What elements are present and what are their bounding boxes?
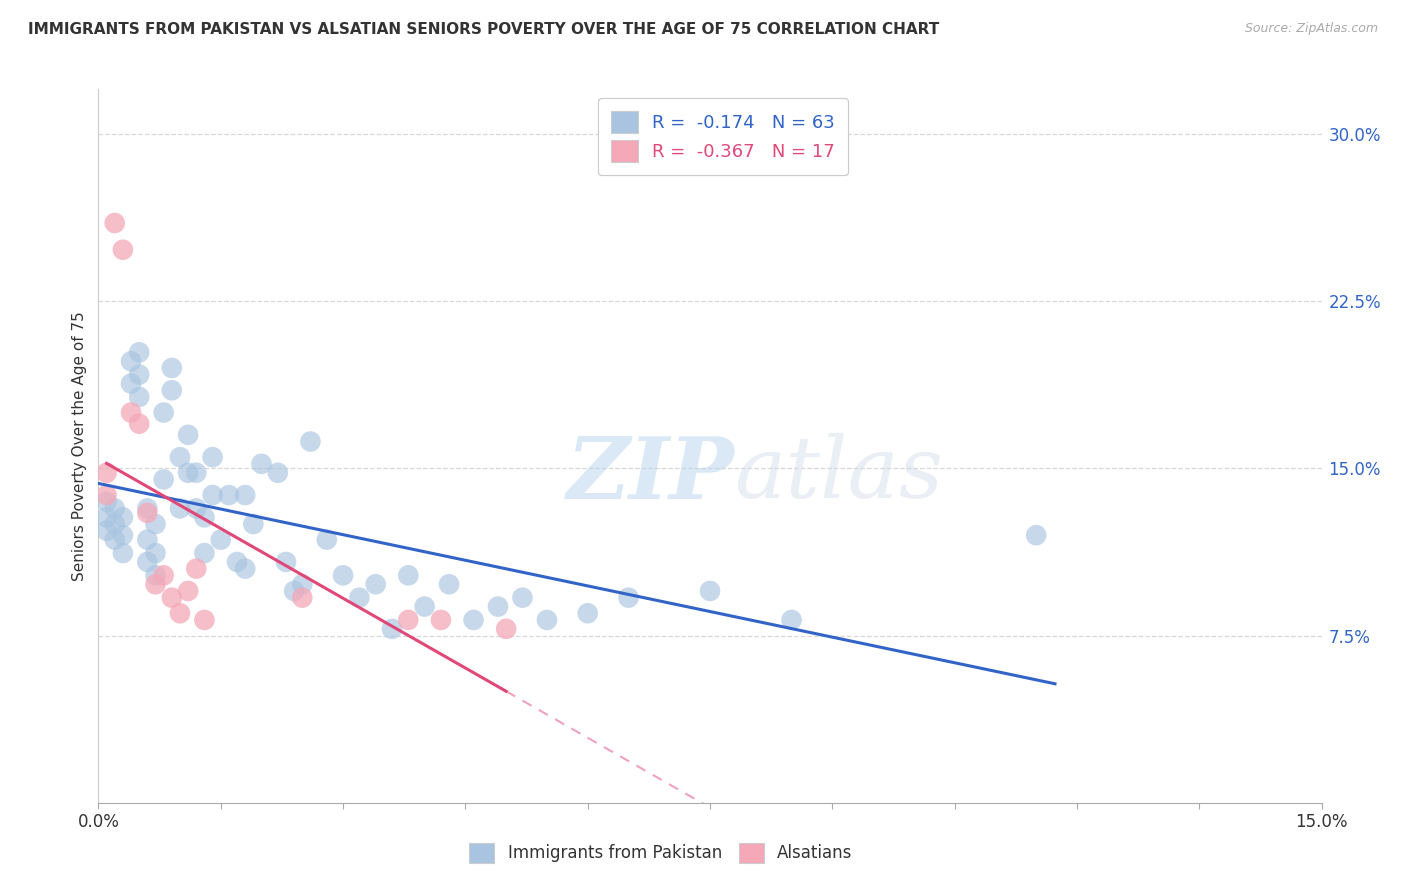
Point [193,546,215,560]
Point [152,473,174,487]
Point [120,405,142,420]
Point [169,450,191,465]
Text: Source: ZipAtlas.com: Source: ZipAtlas.com [1244,22,1378,36]
Point [169,501,191,516]
Point [699,583,721,598]
Point [332,568,354,582]
Point [145,568,167,582]
Point [111,243,134,257]
Text: atlas: atlas [734,434,943,516]
Point [136,555,159,569]
Point [267,466,290,480]
Point [96,466,118,480]
Point [233,488,256,502]
Point [209,533,232,547]
Point [177,427,200,442]
Point [152,405,174,420]
Point [486,599,509,614]
Point [186,466,208,480]
Point [193,510,215,524]
Point [177,583,200,598]
Point [413,599,436,614]
Point [437,577,460,591]
Point [104,216,127,230]
Y-axis label: Seniors Poverty Over the Age of 75: Seniors Poverty Over the Age of 75 [72,311,87,581]
Legend: Immigrants from Pakistan, Alsatians: Immigrants from Pakistan, Alsatians [458,831,863,875]
Point [136,501,159,516]
Point [160,591,183,605]
Point [96,510,118,524]
Point [96,488,118,502]
Point [1025,528,1047,542]
Point [315,533,337,547]
Point [136,506,159,520]
Legend: R =  -0.174   N = 63, R =  -0.367   N = 17: R = -0.174 N = 63, R = -0.367 N = 17 [598,98,848,175]
Point [226,555,249,569]
Point [145,546,167,560]
Point [381,622,404,636]
Point [111,528,134,542]
Point [128,368,150,382]
Point [177,466,200,480]
Point [186,501,208,516]
Point [512,591,534,605]
Point [617,591,640,605]
Point [128,417,150,431]
Point [274,555,297,569]
Point [160,360,183,375]
Point [96,524,118,538]
Text: ZIP: ZIP [567,433,734,516]
Point [104,517,127,532]
Point [104,501,127,516]
Point [364,577,387,591]
Point [169,607,191,621]
Point [111,510,134,524]
Point [201,450,224,465]
Point [283,583,305,598]
Point [780,613,803,627]
Point [120,376,142,391]
Point [186,562,208,576]
Point [349,591,371,605]
Point [104,533,127,547]
Point [136,533,159,547]
Text: IMMIGRANTS FROM PAKISTAN VS ALSATIAN SENIORS POVERTY OVER THE AGE OF 75 CORRELAT: IMMIGRANTS FROM PAKISTAN VS ALSATIAN SEN… [28,22,939,37]
Point [291,577,314,591]
Point [396,613,419,627]
Point [120,354,142,368]
Point [291,591,314,605]
Point [430,613,453,627]
Point [128,345,150,359]
Point [145,577,167,591]
Point [193,613,215,627]
Point [111,546,134,560]
Point [536,613,558,627]
Point [201,488,224,502]
Point [396,568,419,582]
Point [233,562,256,576]
Point [128,390,150,404]
Point [218,488,240,502]
Point [160,384,183,398]
Point [250,457,273,471]
Point [463,613,485,627]
Point [242,517,264,532]
Point [299,434,322,449]
Point [152,568,174,582]
Point [495,622,517,636]
Point [96,494,118,508]
Point [145,517,167,532]
Point [576,607,599,621]
